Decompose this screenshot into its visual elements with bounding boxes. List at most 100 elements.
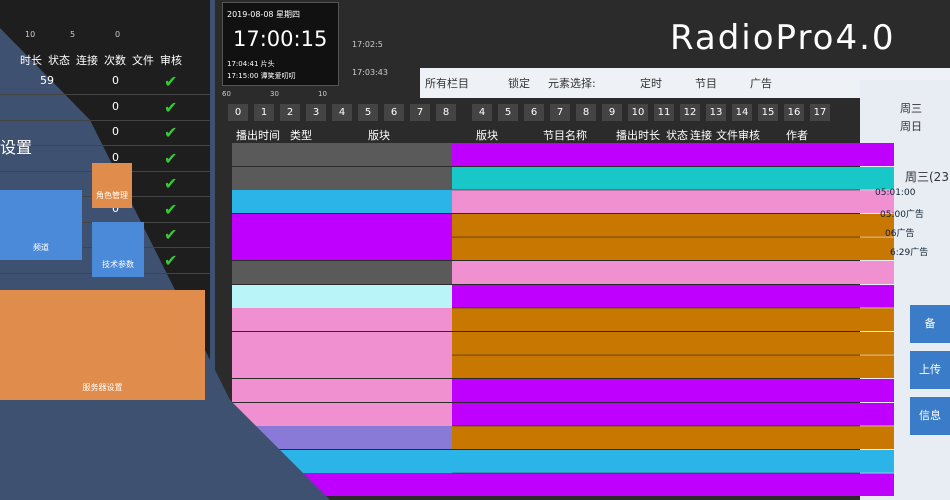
settings-tile xyxy=(92,222,144,277)
row xyxy=(232,355,452,379)
number-button: 5 xyxy=(498,104,518,121)
side-button: 上传 xyxy=(910,351,950,389)
row xyxy=(232,143,452,166)
check-icon: ✔ xyxy=(164,97,178,117)
row-bg xyxy=(0,70,210,95)
column-header: 状态 xyxy=(48,54,70,67)
number-button: 12 xyxy=(680,104,700,121)
check-icon: ✔ xyxy=(164,174,178,193)
scale-label: 10 xyxy=(318,90,327,98)
check-icon: ✔ xyxy=(164,250,178,270)
row-right xyxy=(444,331,894,355)
column-header: 连接 xyxy=(690,129,712,142)
row xyxy=(232,331,452,355)
row-right xyxy=(444,449,894,473)
row-right xyxy=(444,261,894,284)
filter-item: 元素选择: xyxy=(548,77,596,90)
row-right xyxy=(444,213,894,237)
day-option: 周日 xyxy=(900,120,922,133)
thumb-time: 17:02:5 xyxy=(352,40,383,49)
schedule-time: 6:29广告 xyxy=(890,248,929,258)
row-right xyxy=(444,143,894,166)
count-cell: 0 xyxy=(112,74,119,87)
check-icon: ✔ xyxy=(164,199,178,219)
row-bg xyxy=(0,121,210,146)
settings-tile xyxy=(0,190,82,260)
number-button: 0 xyxy=(228,104,248,121)
row-right xyxy=(444,426,894,450)
filter-option: 广告 xyxy=(750,77,772,90)
column-header: 审核 xyxy=(160,54,182,67)
column-header: 播出时长 xyxy=(616,129,660,142)
row-right xyxy=(444,473,894,497)
number-button: 7 xyxy=(410,104,430,121)
number-button: 4 xyxy=(332,104,352,121)
row xyxy=(232,166,452,190)
column-header: 连接 xyxy=(76,54,98,67)
time-cell: 59 xyxy=(40,74,54,87)
side-button: 信息 xyxy=(910,397,950,435)
row-right xyxy=(444,402,894,426)
filter-option: 定时 xyxy=(640,77,662,90)
filter-item: 锁定 xyxy=(508,77,530,90)
number-button: 8 xyxy=(576,104,596,121)
tile-label: 技术参数 xyxy=(102,260,134,269)
row xyxy=(232,379,452,402)
count-cell: 0 xyxy=(112,201,119,215)
settings-tile xyxy=(0,290,205,400)
clock-panel: 2019-08-08 星期四 17:00:15 17:04:41 片头 17:15:0… xyxy=(222,2,339,86)
scale-label: 30 xyxy=(270,90,279,98)
number-button: 8 xyxy=(436,104,456,121)
side-button: 备 xyxy=(910,305,950,343)
row-right xyxy=(444,379,894,402)
count-cell: 0 xyxy=(112,99,119,113)
number-button: 1 xyxy=(254,104,274,121)
number-button: 14 xyxy=(732,104,752,121)
check-icon: ✔ xyxy=(164,148,178,168)
number-button: 16 xyxy=(784,104,804,121)
meter-label: 5 xyxy=(70,30,76,39)
row xyxy=(232,261,452,284)
check-icon: ✔ xyxy=(164,225,178,244)
column-header: 类型 xyxy=(290,129,312,142)
column-header: 节目名称 xyxy=(543,129,587,142)
schedule-time: 05:00广告 xyxy=(880,210,924,220)
row xyxy=(232,190,452,214)
column-header: 作者 xyxy=(786,129,808,142)
check-icon: ✔ xyxy=(164,123,178,142)
column-header: 版块 xyxy=(476,129,498,142)
number-button: 15 xyxy=(758,104,778,121)
number-button: 9 xyxy=(602,104,622,121)
row-right xyxy=(444,355,894,379)
column-header: 状态 xyxy=(666,129,688,142)
column-header: 文件 xyxy=(132,54,154,67)
schedule-time: 06广告 xyxy=(885,229,915,239)
next-item: 17:15:00 谭笑爱叨叨 xyxy=(227,72,296,80)
day-option: 周三 xyxy=(900,102,922,115)
row xyxy=(232,402,452,426)
row xyxy=(232,284,452,308)
row-right xyxy=(444,190,894,214)
number-button: 13 xyxy=(706,104,726,121)
day-heading: 周三(23) xyxy=(905,170,950,184)
row xyxy=(232,237,452,261)
row-right xyxy=(444,166,894,190)
column-header: 时长 xyxy=(20,54,42,67)
time: 17:00:15 xyxy=(233,27,328,51)
number-button: 3 xyxy=(306,104,326,121)
column-header: 版块 xyxy=(368,129,390,142)
number-button: 17 xyxy=(810,104,830,121)
settings-tile xyxy=(92,163,132,208)
date: 2019-08-08 星期四 xyxy=(227,10,301,19)
column-header: 次数 xyxy=(104,54,126,67)
schedule-time: 05:01:00 xyxy=(875,188,916,198)
meter-label: 10 xyxy=(25,30,36,39)
settings-heading: 设置 xyxy=(0,138,33,157)
number-button: 5 xyxy=(358,104,378,121)
number-button: 7 xyxy=(550,104,570,121)
column-header: 播出时间 xyxy=(236,129,280,142)
number-button: 2 xyxy=(280,104,300,121)
row-right xyxy=(444,308,894,332)
tile-label: 角色管理 xyxy=(96,191,128,200)
tile-label: 频道 xyxy=(33,243,49,252)
